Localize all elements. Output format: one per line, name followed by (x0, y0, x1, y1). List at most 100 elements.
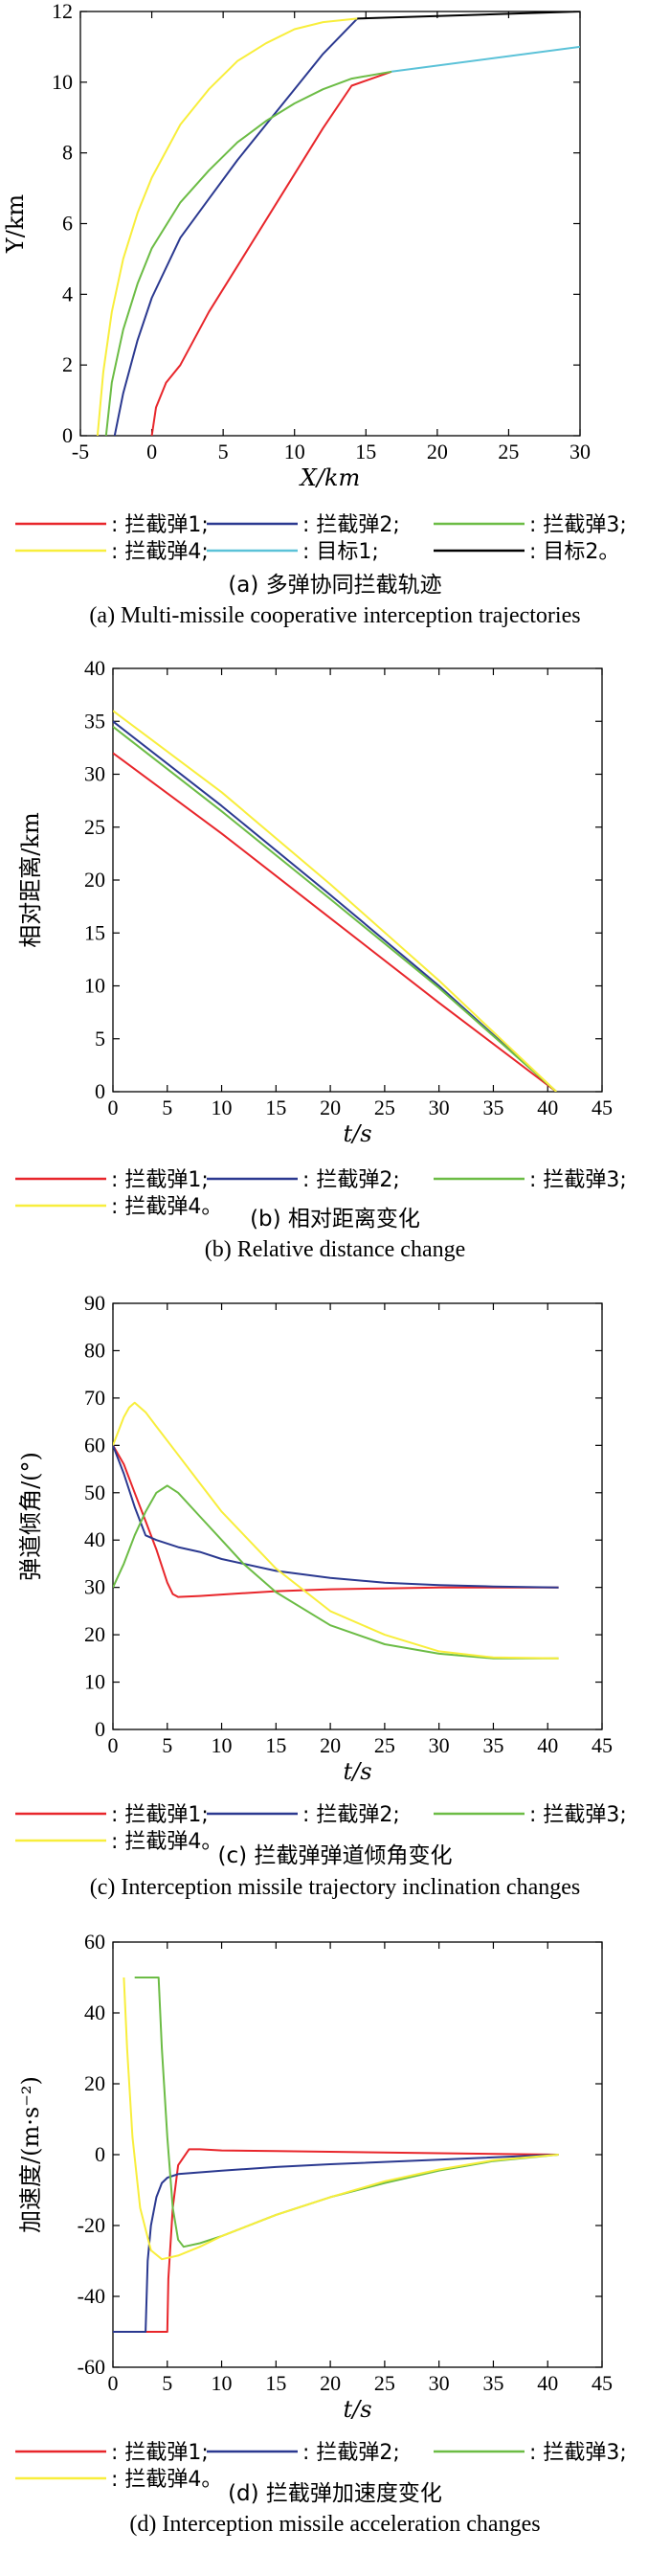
x-tick-label: 45 (592, 2371, 613, 2395)
plot-frame (112, 667, 603, 1093)
legend-entry: : 拦截弹1; (111, 1803, 209, 1827)
x-tick-label: 25 (498, 440, 519, 463)
y-tick-label: 12 (52, 0, 73, 23)
x-tick-label: 10 (212, 1733, 233, 1757)
y-tick-label: 2 (62, 352, 73, 376)
y-tick-label: 40 (84, 1527, 105, 1551)
series-line-1 (150, 70, 392, 436)
y-tick-label: 6 (62, 212, 73, 236)
x-tick-label: 30 (429, 1733, 450, 1757)
y-tick-label: 60 (84, 1433, 105, 1457)
y-tick-label: 5 (95, 1027, 105, 1051)
y-axis-label: 相对距离/km (17, 812, 44, 948)
legend-entry: : 拦截弹4。 (111, 1195, 222, 1219)
y-tick-label: 60 (84, 1930, 105, 1954)
x-tick-label: 0 (146, 440, 157, 463)
legend-entry: : 拦截弹2; (302, 513, 400, 537)
series-line-4 (113, 710, 557, 1092)
y-axis-label: 弹道倾角/(°) (17, 1452, 44, 1581)
x-tick-label: 20 (320, 1096, 341, 1119)
y-tick-label: 25 (84, 815, 105, 839)
caption-chinese: (c) 拦截弹弹道倾角变化 (218, 1843, 453, 1868)
x-tick-label: 15 (355, 440, 376, 463)
plot-frame (112, 1302, 603, 1730)
x-tick-label: 20 (320, 1733, 341, 1757)
x-tick-label: 30 (429, 2371, 450, 2395)
x-tick-label: 0 (108, 1733, 119, 1757)
x-tick-label: 5 (162, 1096, 172, 1119)
y-tick-label: 35 (84, 709, 105, 733)
legend-entry: : 拦截弹1; (111, 2441, 209, 2465)
x-axis-label: X/km (299, 464, 360, 491)
series-line-2 (113, 720, 557, 1092)
y-tick-label: -40 (78, 2284, 105, 2308)
x-tick-label: 45 (592, 1733, 613, 1757)
y-tick-label: 4 (62, 282, 73, 305)
caption-chinese: (b) 相对距离变化 (250, 1207, 420, 1232)
x-tick-label: 35 (482, 1096, 503, 1119)
caption-english: (d) Interception missile acceleration ch… (129, 2512, 540, 2537)
series-line-2 (113, 17, 359, 436)
legend-entry: : 拦截弹4; (111, 540, 209, 564)
y-tick-label: 10 (84, 974, 105, 998)
series-line-4 (113, 1401, 559, 1660)
y-tick-label: 10 (52, 70, 73, 94)
x-tick-label: 5 (218, 440, 229, 463)
x-tick-label: 20 (427, 440, 448, 463)
legend-entry: : 拦截弹2; (302, 1803, 400, 1827)
legend-entry: : 目标1; (302, 540, 379, 564)
x-tick-label: 25 (374, 1733, 395, 1757)
series-line-6 (357, 11, 580, 20)
x-tick-label: 40 (537, 2371, 558, 2395)
y-tick-label: -60 (78, 2355, 105, 2379)
series-line-1 (113, 752, 557, 1092)
x-tick-label: 15 (265, 1096, 286, 1119)
x-tick-label: 40 (537, 1733, 558, 1757)
y-tick-label: 15 (84, 920, 105, 944)
x-tick-label: 15 (265, 1733, 286, 1757)
y-tick-label: 0 (95, 1079, 105, 1103)
legend-entry: : 拦截弹4。 (111, 2468, 222, 2492)
legend-entry: : 拦截弹4。 (111, 1830, 222, 1854)
y-tick-label: 30 (84, 1575, 105, 1599)
y-tick-label: 20 (84, 1622, 105, 1646)
y-tick-label: 0 (62, 423, 73, 447)
caption-chinese: (a) 多弹协同拦截轨迹 (228, 573, 441, 598)
series-line-3 (113, 726, 557, 1092)
legend-entry: : 拦截弹2; (302, 1168, 400, 1192)
caption-chinese: (d) 拦截弹加速度变化 (228, 2481, 442, 2506)
x-tick-label: 30 (570, 440, 591, 463)
x-tick-label: 45 (592, 1096, 613, 1119)
x-tick-label: 20 (320, 2371, 341, 2395)
x-tick-label: 25 (374, 2371, 395, 2395)
series-line-3 (134, 1977, 559, 2248)
y-tick-label: 40 (84, 2000, 105, 2024)
series-line-4 (96, 17, 358, 436)
x-axis-label: t/s (343, 1120, 371, 1147)
legend-entry: : 拦截弹3; (529, 2441, 627, 2465)
y-tick-label: 0 (95, 1717, 105, 1741)
series-line-1 (113, 2148, 559, 2333)
x-tick-label: 35 (482, 2371, 503, 2395)
caption-english: (c) Interception missile trajectory incl… (90, 1875, 580, 1900)
y-tick-label: 50 (84, 1480, 105, 1504)
chart-panel-d: 0 5 10 15 20 25 30 35 40 45 -60 -40 -20 0 20 40 60 t/s 加速度… (15, 1930, 627, 2537)
y-tick-label: 20 (84, 2071, 105, 2095)
x-tick-label: 35 (482, 1733, 503, 1757)
x-tick-label: 10 (212, 2371, 233, 2395)
legend-entry: : 拦截弹1; (111, 513, 209, 537)
plot-frame (79, 11, 581, 437)
y-tick-label: -20 (78, 2213, 105, 2237)
x-axis-label: t/s (343, 1758, 371, 1785)
legend-entry: : 拦截弹3; (529, 1168, 627, 1192)
chart-panel-b: 0 5 10 15 20 25 30 35 40 45 0 5 10 15 20 25 30 35 40 t/s 相对距… (15, 656, 627, 1262)
legend-entry: : 拦截弹3; (529, 1803, 627, 1827)
series-line-4 (123, 1977, 559, 2261)
y-tick-label: 20 (84, 868, 105, 892)
x-tick-label: 10 (212, 1096, 233, 1119)
x-tick-label: 5 (162, 1733, 172, 1757)
y-tick-label: 30 (84, 762, 105, 786)
legend-entry: : 拦截弹1; (111, 1168, 209, 1192)
series-line-5 (391, 45, 580, 73)
